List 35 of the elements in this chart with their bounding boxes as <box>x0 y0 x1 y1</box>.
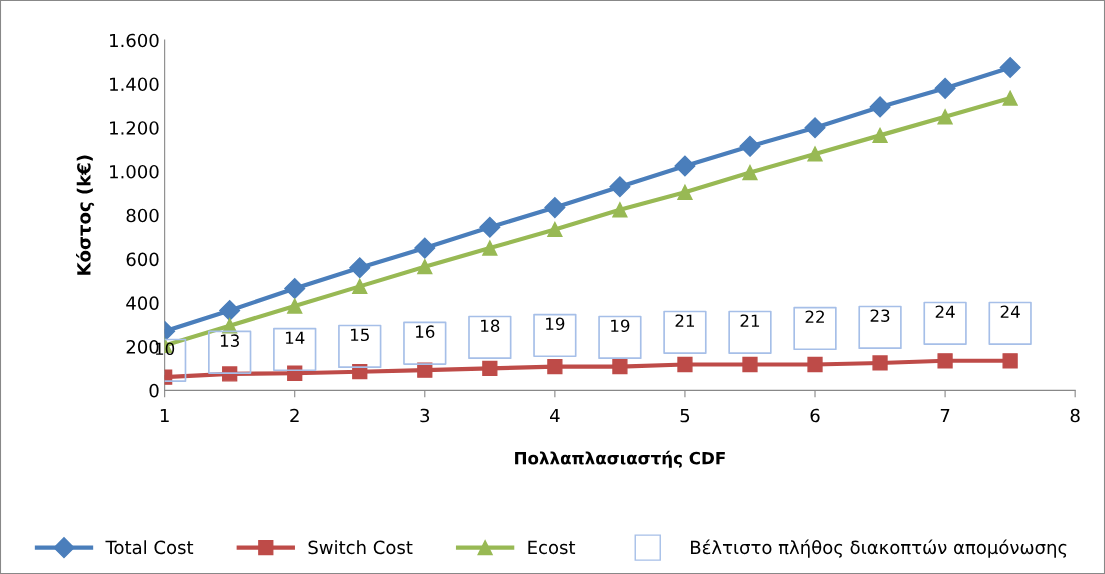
legend-label: Ecost <box>528 540 576 555</box>
x-tick-label: 7 <box>940 408 950 423</box>
y-tick-label: 1.600 <box>110 33 159 48</box>
annotation: 24 <box>935 305 955 318</box>
annotation: 19 <box>546 317 565 331</box>
y-axis-title: Κόστος (k€) <box>76 155 95 275</box>
legend-label: Switch Cost <box>308 540 413 555</box>
annotation: 21 <box>740 314 760 327</box>
annotation: 21 <box>675 314 695 327</box>
y-tick-label: 1.400 <box>110 77 159 92</box>
annotation: 13 <box>220 334 239 347</box>
y-tick-label: 600 <box>126 252 159 267</box>
annotation: 14 <box>285 331 305 344</box>
x-tick-label: 4 <box>550 408 560 423</box>
x-tick-label: 3 <box>420 408 430 423</box>
x-axis-title: Πολλαπλασιαστής CDF <box>515 450 725 468</box>
annotation: 15 <box>350 328 369 342</box>
annotation: 18 <box>481 319 500 333</box>
y-tick-label: 1.200 <box>110 121 159 135</box>
legend-label: Total Cost <box>105 540 194 555</box>
annotation: 19 <box>611 319 630 333</box>
legend-label: Βέλτιστο πλήθος διακοπτών απομόνωσης <box>691 539 1067 558</box>
annotation: 24 <box>1000 305 1020 318</box>
y-tick-label: 800 <box>126 208 159 223</box>
x-tick-label: 5 <box>680 408 690 423</box>
x-tick-label: 2 <box>290 408 299 423</box>
y-tick-label: 1.000 <box>110 164 159 179</box>
annotation: 22 <box>805 310 824 323</box>
y-tick-label: 400 <box>126 296 159 310</box>
annotation: 16 <box>416 325 435 338</box>
x-tick-label: 1 <box>160 408 169 423</box>
x-tick-label: 8 <box>1070 408 1080 423</box>
x-tick-label: 6 <box>810 408 820 423</box>
y-tick-label: 0 <box>149 383 159 398</box>
annotation: 23 <box>870 309 890 322</box>
